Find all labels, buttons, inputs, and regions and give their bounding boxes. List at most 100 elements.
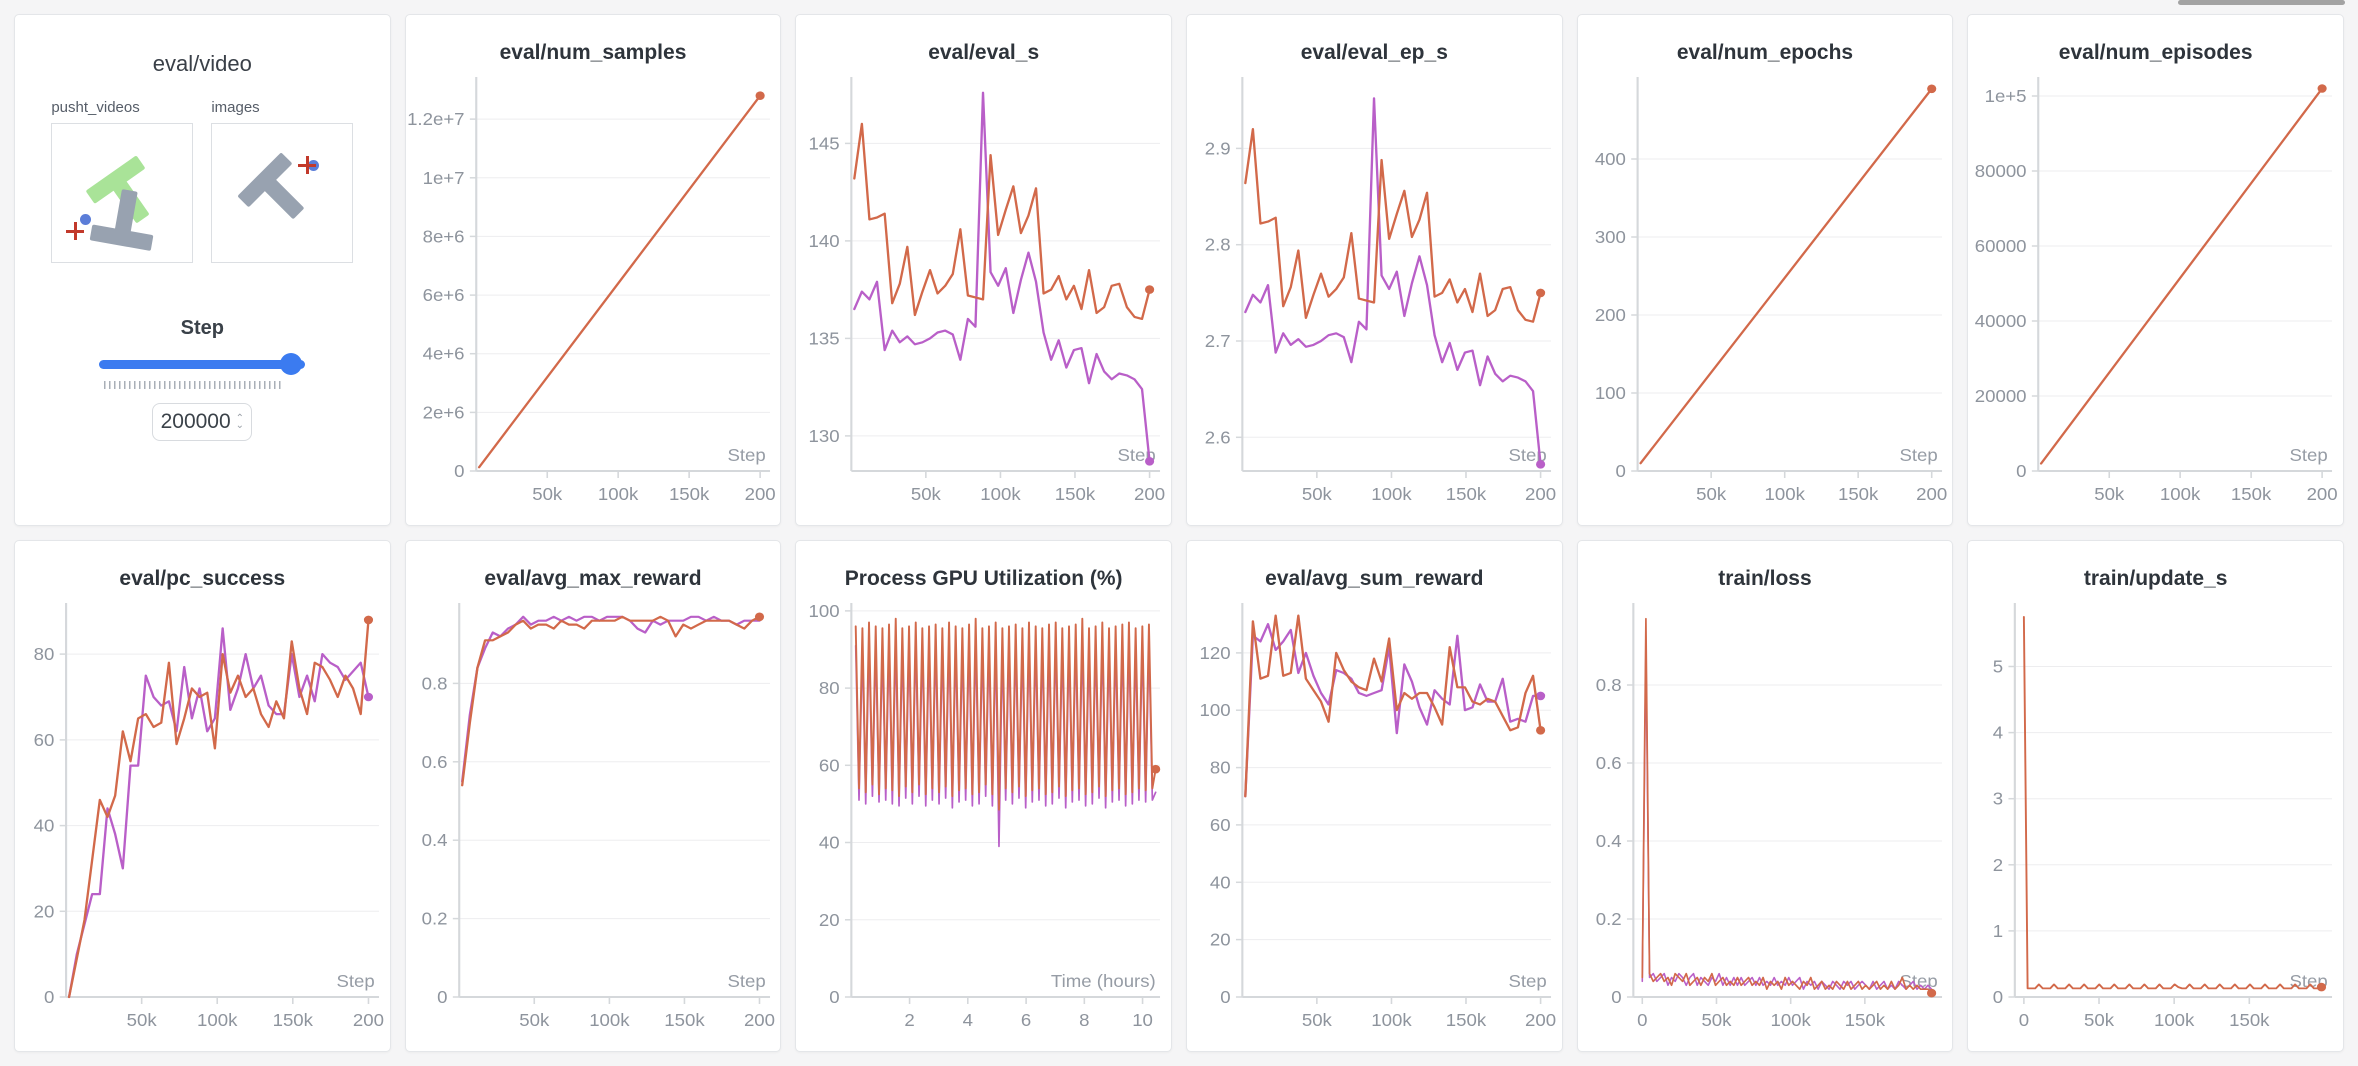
line-chart-eval-pc-success[interactable]: 0 20 40 60 80 50k 100k 150k 200 Step	[15, 597, 390, 1043]
svg-text:0.6: 0.6	[421, 752, 447, 771]
svg-text:80: 80	[1210, 758, 1231, 777]
svg-text:100k: 100k	[598, 485, 639, 504]
svg-text:200: 200	[1594, 306, 1625, 325]
svg-text:0.6: 0.6	[1595, 754, 1621, 773]
panel-gpu-utilization: Process GPU Utilization (%) 0 20 40 60 80 100…	[795, 540, 1172, 1052]
panel-train-update-s: train/update_s 0 1 2 3 4 5 0 50k 100k 150k Step	[1967, 540, 2344, 1052]
svg-text:150k: 150k	[1838, 485, 1879, 504]
line-chart-gpu-utilization[interactable]: 0 20 40 60 80 100 2 4 6 8 10 Time (hours)	[796, 597, 1171, 1043]
svg-text:0: 0	[1637, 1011, 1647, 1030]
svg-text:100k: 100k	[2154, 1011, 2195, 1030]
panel-eval-eval-ep-s: eval/eval_ep_s 2.6 2.7 2.8 2.9 50k 100k 150k 20…	[1185, 14, 1563, 526]
line-chart-eval-eval-ep-s[interactable]: 2.6 2.7 2.8 2.9 50k 100k 150k 200 Step	[1187, 71, 1562, 517]
svg-text:50k: 50k	[519, 1011, 550, 1030]
svg-text:150k: 150k	[1844, 1011, 1885, 1030]
step-number-input[interactable]: 200000 ⌃ ⌄	[152, 403, 253, 441]
svg-text:3: 3	[1993, 789, 2003, 808]
svg-text:Step: Step	[1508, 446, 1546, 465]
svg-text:0: 0	[1611, 988, 1621, 1007]
gray-t-shape	[89, 185, 161, 251]
line-chart-eval-num-epochs[interactable]: 0 100 200 300 400 50k 100k 150k 200 Step	[1578, 71, 1953, 517]
svg-text:0.8: 0.8	[421, 674, 447, 693]
target-cross-icon	[298, 156, 317, 174]
svg-text:200: 200	[1525, 485, 1556, 504]
svg-text:120: 120	[1200, 643, 1231, 662]
svg-text:140: 140	[809, 231, 840, 250]
media-label: images	[211, 99, 260, 116]
svg-text:40: 40	[1210, 873, 1231, 892]
svg-text:0: 0	[437, 988, 447, 1007]
stepper-arrows-icon[interactable]: ⌃ ⌄	[235, 413, 245, 431]
svg-text:80: 80	[34, 645, 55, 664]
chart-title: eval/eval_ep_s	[1300, 41, 1448, 64]
svg-text:135: 135	[809, 329, 840, 348]
svg-text:2: 2	[905, 1011, 915, 1030]
panel-eval-avg-sum-reward: eval/avg_sum_reward 0 20 40 60 80 100 120 50k 10…	[1185, 540, 1563, 1052]
chart-title: eval/eval_s	[928, 41, 1040, 64]
svg-text:20: 20	[819, 910, 840, 929]
slider-handle[interactable]	[279, 353, 302, 375]
svg-text:80: 80	[819, 679, 840, 698]
svg-text:100k: 100k	[589, 1011, 630, 1030]
svg-text:50k: 50k	[532, 485, 563, 504]
svg-text:200: 200	[1525, 1011, 1556, 1030]
line-chart-eval-num-episodes[interactable]: 0 20000 40000 60000 80000 1e+5 50k 100k 150k 200 S…	[1968, 71, 2343, 517]
svg-text:0.2: 0.2	[1595, 910, 1621, 929]
svg-text:150k: 150k	[2229, 1011, 2270, 1030]
images-thumbnail[interactable]	[211, 123, 354, 263]
svg-text:50k: 50k	[911, 485, 942, 504]
panel-title: eval/video	[152, 51, 252, 76]
svg-text:150k: 150k	[1446, 485, 1487, 504]
step-control: Step 200000 ⌃ ⌄	[15, 317, 390, 441]
chart-title: eval/num_samples	[499, 41, 687, 64]
svg-text:2.6: 2.6	[1205, 428, 1231, 447]
svg-text:100: 100	[1200, 701, 1231, 720]
svg-text:100k: 100k	[1371, 1011, 1412, 1030]
svg-text:200: 200	[2307, 485, 2338, 504]
media-row: pusht_videos images	[15, 99, 390, 263]
svg-text:50k: 50k	[2084, 1011, 2115, 1030]
svg-text:100: 100	[809, 601, 840, 620]
svg-text:1: 1	[1993, 921, 2003, 940]
svg-text:40: 40	[34, 816, 55, 835]
pusht-video-thumbnail[interactable]	[51, 123, 194, 263]
svg-text:0.4: 0.4	[421, 831, 447, 850]
horizontal-scrollbar[interactable]	[2178, 0, 2345, 5]
line-chart-eval-num-samples[interactable]: 0 2e+6 4e+6 6e+6 8e+6 1e+7 1.2e+7 50k 100k 150k 20…	[406, 71, 781, 517]
svg-text:1e+5: 1e+5	[1985, 87, 2027, 106]
svg-text:4e+6: 4e+6	[422, 344, 464, 363]
panel-eval-num-epochs: eval/num_epochs 0 100 200 300 400 50k 100k 150k…	[1576, 14, 1954, 526]
svg-text:Step: Step	[2290, 446, 2328, 465]
slider-track[interactable]	[99, 360, 306, 369]
svg-text:100k: 100k	[1764, 485, 1805, 504]
svg-text:4: 4	[1993, 723, 2003, 742]
step-value[interactable]: 200000	[160, 410, 231, 433]
panel-eval-video: eval/video pusht_videos images	[14, 14, 391, 526]
svg-text:0.4: 0.4	[1595, 832, 1621, 851]
panel-train-loss: train/loss 0 0.2 0.4 0.6 0.8 0 50k 100k 150k Step	[1576, 540, 1954, 1052]
svg-text:60: 60	[819, 756, 840, 775]
svg-text:60: 60	[1210, 815, 1231, 834]
chart-title: eval/num_episodes	[2058, 41, 2253, 64]
svg-text:50k: 50k	[1302, 1011, 1333, 1030]
svg-text:60000: 60000	[1975, 237, 2027, 256]
line-chart-eval-avg-max-reward[interactable]: 0 0.2 0.4 0.6 0.8 50k 100k 150k 200 Step	[406, 597, 781, 1043]
svg-text:0: 0	[1993, 988, 2003, 1007]
media-figure-pusht-videos: pusht_videos	[51, 99, 194, 263]
svg-text:5: 5	[1993, 657, 2003, 676]
step-slider[interactable]	[99, 352, 306, 376]
svg-text:150k: 150k	[669, 485, 710, 504]
chart-title: Process GPU Utilization (%)	[844, 567, 1123, 590]
line-chart-eval-avg-sum-reward[interactable]: 0 20 40 60 80 100 120 50k 100k 150k 200 Step	[1187, 597, 1562, 1043]
svg-text:150k: 150k	[664, 1011, 705, 1030]
svg-text:6: 6	[1021, 1011, 1031, 1030]
svg-text:60: 60	[34, 730, 55, 749]
svg-text:150k: 150k	[1446, 1011, 1487, 1030]
svg-text:0: 0	[2017, 462, 2027, 481]
panel-eval-num-samples: eval/num_samples 0 2e+6 4e+6 6e+6 8e+6 1e+7 1.…	[404, 14, 782, 526]
svg-text:0: 0	[2019, 1011, 2029, 1030]
